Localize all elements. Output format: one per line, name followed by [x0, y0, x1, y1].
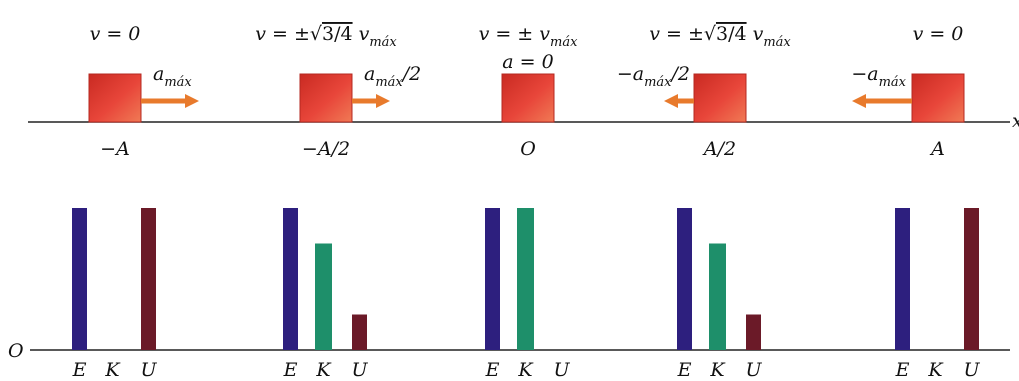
velocity-prefix: v = 0 [913, 23, 964, 45]
velocity-label: v = 0 [90, 23, 141, 45]
energy-bar-U [964, 208, 979, 350]
energy-label-U: U [351, 359, 368, 381]
energy-label-U: U [745, 359, 762, 381]
energy-label-K: K [709, 359, 726, 381]
state-4: v = ±√3/4 vmáx−amáx/2A/2E K U [617, 23, 792, 381]
acceleration-symbol: a [153, 63, 164, 85]
acceleration-arrowhead [852, 94, 866, 108]
position-label: −A [100, 138, 130, 160]
acceleration-label: amáx [153, 63, 192, 90]
energy-label-E: E [485, 359, 500, 381]
energy-label-U: U [553, 359, 570, 381]
acceleration-symbol: −a [851, 63, 878, 85]
velocity-suffix: v [353, 23, 370, 45]
energy-bar-U [141, 208, 156, 350]
energy-bar-K [709, 243, 726, 350]
energy-bar-U [746, 314, 761, 350]
velocity-label: v = ±√3/4 vmáx [649, 23, 791, 50]
acceleration-subscript: máx [164, 75, 192, 90]
acceleration-label: −amáx [851, 63, 906, 90]
acceleration-subscript: máx [644, 75, 672, 90]
energy-label-K: K [517, 359, 534, 381]
energy-label-U: U [140, 359, 157, 381]
energy-label-K: K [104, 359, 121, 381]
energy-label-U: U [963, 359, 980, 381]
acceleration-label: a = 0 [502, 51, 553, 73]
acceleration-symbol: −a [617, 63, 644, 85]
acceleration-arrowhead [664, 94, 678, 108]
acceleration-fraction: /2 [670, 63, 691, 85]
energy-bar-E [72, 208, 87, 350]
state-1: v = 0 amáx −A E K U [72, 23, 199, 381]
position-label: A/2 [702, 138, 736, 160]
oscillating-block [911, 73, 965, 123]
velocity-subscript: máx [369, 35, 397, 50]
acceleration-label: amáx/2 [364, 63, 421, 90]
origin-label: O [8, 340, 24, 362]
energy-label-E: E [283, 359, 298, 381]
energy-label-K: K [927, 359, 944, 381]
energy-bar-E [283, 208, 298, 350]
acceleration-symbol: a [364, 63, 375, 85]
velocity-label: v = ± vmáx [479, 23, 579, 50]
energy-bar-K [315, 243, 332, 350]
acceleration-arrowhead [185, 94, 199, 108]
energy-label-E: E [72, 359, 87, 381]
acceleration-subscript: máx [879, 75, 907, 90]
velocity-suffix: v [747, 23, 764, 45]
velocity-prefix: v = ± [255, 23, 310, 45]
sqrt-symbol: √ [310, 23, 323, 45]
velocity-label: v = ±√3/4 vmáx [255, 23, 397, 50]
acceleration-subscript: máx [375, 75, 403, 90]
oscillating-block [88, 73, 142, 123]
energy-label-E: E [895, 359, 910, 381]
velocity-prefix: v = ± [649, 23, 704, 45]
energy-bar-K [517, 208, 534, 350]
acceleration-symbol: a = 0 [502, 51, 553, 73]
oscillating-block [299, 73, 353, 123]
energy-label-E: E [677, 359, 692, 381]
state-5: v = 0 −amáx A E K U [851, 23, 980, 381]
velocity-prefix: v = 0 [90, 23, 141, 45]
acceleration-label: −amáx/2 [617, 63, 690, 90]
energy-bar-E [485, 208, 500, 350]
axis-letter: x [1012, 110, 1019, 132]
sqrt-radicand: 3/4 [716, 23, 747, 45]
energy-bar-U [352, 314, 367, 350]
velocity-label: v = 0 [913, 23, 964, 45]
acceleration-fraction: /2 [401, 63, 422, 85]
velocity-subscript: máx [763, 35, 791, 50]
energy-label-K: K [315, 359, 332, 381]
energy-bar-E [677, 208, 692, 350]
energy-bar-E [895, 208, 910, 350]
oscillating-block [501, 73, 555, 123]
position-label: A [929, 138, 945, 160]
acceleration-arrowhead [376, 94, 390, 108]
sqrt-symbol: √ [704, 23, 717, 45]
velocity-prefix: v = ± v [479, 23, 551, 45]
position-label: O [520, 138, 536, 160]
sqrt-radicand: 3/4 [322, 23, 353, 45]
oscillating-block [693, 73, 747, 123]
position-label: −A/2 [302, 138, 350, 160]
velocity-subscript: máx [550, 35, 578, 50]
